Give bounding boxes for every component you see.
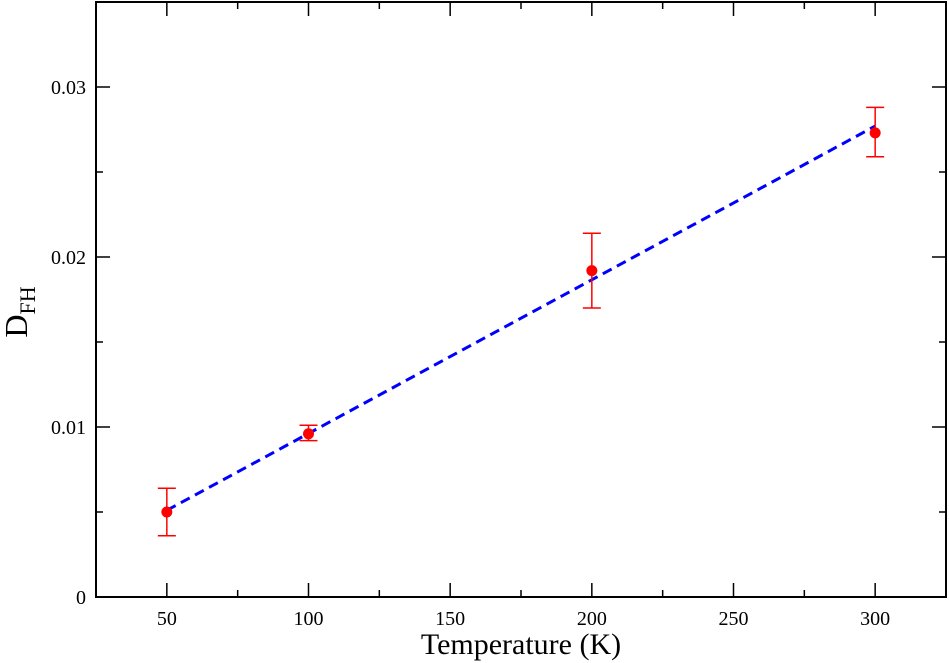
data-point (303, 428, 314, 440)
x-tick-label: 300 (860, 608, 890, 630)
x-tick-label: 100 (294, 608, 324, 630)
plot-frame (95, 1, 947, 598)
data-point (869, 127, 881, 139)
fit-line (166, 124, 876, 512)
x-axis-title: Temperature (K) (421, 628, 621, 661)
x-tick-label: 150 (435, 608, 465, 630)
y-axis-title: DFH (0, 286, 40, 337)
y-axis-title-main: D (0, 315, 34, 338)
x-tick-label: 200 (577, 608, 607, 630)
y-tick-label: 0.03 (51, 77, 86, 99)
y-axis-title-subscript: FH (15, 286, 40, 314)
y-tick-label: 0 (76, 587, 86, 609)
data-point (586, 265, 598, 277)
data-point (161, 506, 173, 518)
y-tick-label: 0.02 (51, 247, 86, 269)
x-tick-label: 50 (157, 608, 177, 630)
y-tick-label: 0.01 (51, 417, 86, 439)
x-tick-label: 250 (719, 608, 749, 630)
